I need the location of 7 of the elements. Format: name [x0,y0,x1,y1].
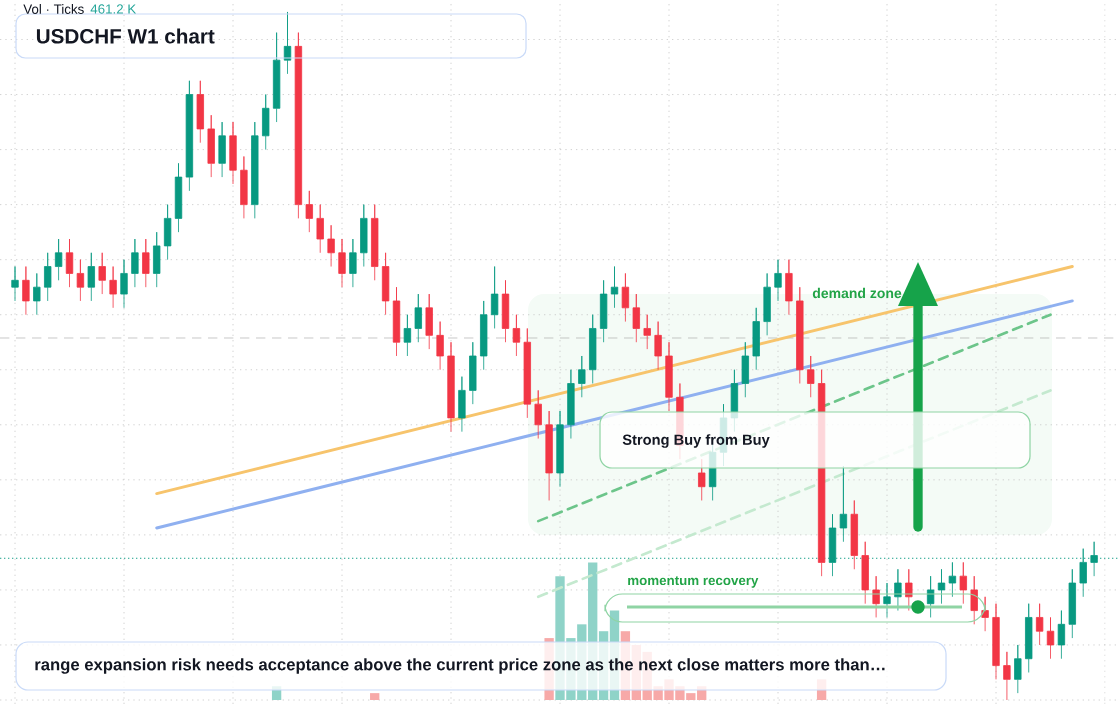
annotation: Vol · Ticks [23,4,84,14]
annotation: 461.2 K [90,4,137,14]
annotation: demand zone [812,287,902,299]
annotation: Strong Buy from Buy [622,434,770,448]
annotation: range expansion risk needs acceptance above the current price zone as the next close matters more than… [35,658,885,674]
text: USDCHF W1 chart [36,28,215,44]
annotation: momentum recovery [628,576,759,588]
